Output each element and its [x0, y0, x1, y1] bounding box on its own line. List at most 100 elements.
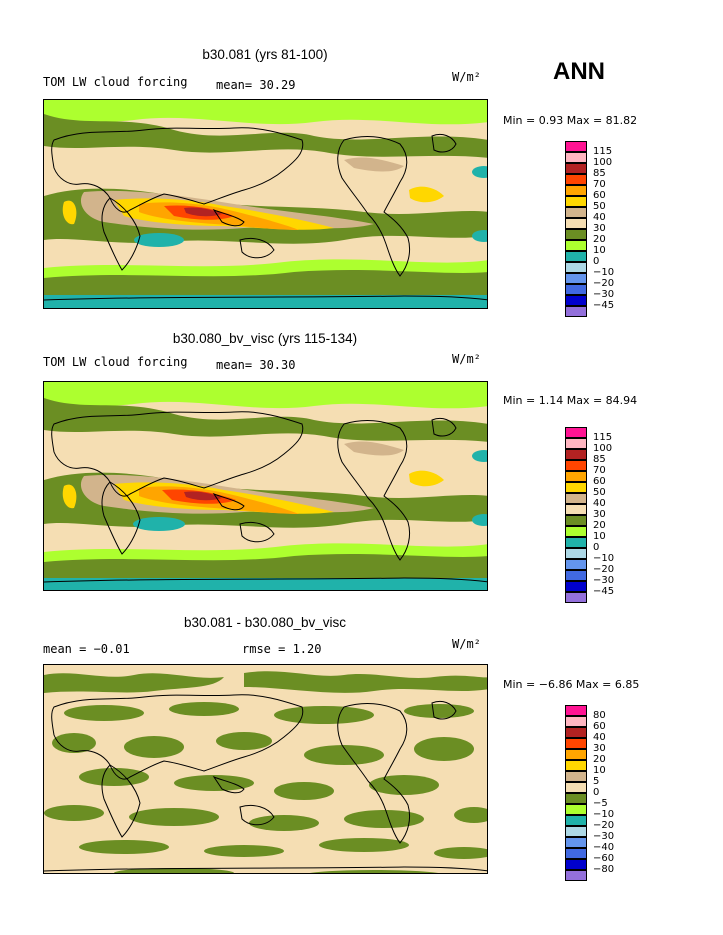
colorbar-label: 40	[593, 498, 606, 509]
colorbar-swatch	[565, 815, 587, 826]
colorbar-swatch	[565, 449, 587, 460]
colorbar-swatch	[565, 306, 587, 317]
colorbar-label: 70	[593, 465, 606, 476]
colorbar-swatch	[565, 771, 587, 782]
panel-2-minmax: Min = 1.14 Max = 84.94	[503, 394, 638, 407]
colorbar-label: 0	[593, 542, 600, 553]
panel-2-title: b30.080_bv_visc (yrs 115-134)	[172, 331, 358, 346]
colorbar-swatch	[565, 738, 587, 749]
season-label: ANN	[553, 58, 605, 85]
panel-1-minmax: Min = 0.93 Max = 81.82	[503, 114, 638, 127]
panel-1-mean: mean= 30.29	[216, 78, 296, 92]
colorbar-swatch	[565, 526, 587, 537]
colorbar-label: −10	[593, 553, 615, 564]
colorbar-swatch	[565, 793, 587, 804]
colorbar-label: −60	[593, 853, 615, 864]
panel-1-variable: TOM LW cloud forcing	[43, 75, 188, 89]
colorbar-swatch	[565, 749, 587, 760]
colorbar-label: 10	[593, 245, 606, 256]
colorbar-label: 115	[593, 432, 613, 443]
colorbar-swatch	[565, 438, 587, 449]
colorbar-label: −45	[593, 586, 615, 597]
colorbar-label: 20	[593, 520, 606, 531]
panel-2-mean: mean= 30.30	[216, 358, 296, 372]
colorbar-swatch	[565, 152, 587, 163]
colorbar-swatch	[565, 782, 587, 793]
colorbar-swatch	[565, 251, 587, 262]
panel-3-rmse: rmse = 1.20	[242, 642, 322, 656]
colorbar-label: 85	[593, 168, 606, 179]
colorbar-label: 10	[593, 531, 606, 542]
colorbar-label: 60	[593, 721, 606, 732]
colorbar-label: 10	[593, 765, 606, 776]
panel-3-map	[43, 664, 488, 874]
colorbar-swatch	[565, 185, 587, 196]
colorbar-swatch	[565, 141, 587, 152]
colorbar-swatch	[565, 859, 587, 870]
colorbar-label: −45	[593, 300, 615, 311]
colorbar-swatch	[565, 826, 587, 837]
colorbar-swatch	[565, 760, 587, 771]
colorbar-swatch	[565, 471, 587, 482]
colorbar-swatch	[565, 163, 587, 174]
colorbar-label: 80	[593, 710, 606, 721]
colorbar-label: 60	[593, 476, 606, 487]
colorbar-label: 40	[593, 732, 606, 743]
colorbar-swatch	[565, 504, 587, 515]
colorbar-swatch	[565, 727, 587, 738]
colorbar-label: 100	[593, 443, 613, 454]
colorbar-label: −30	[593, 831, 615, 842]
colorbar-label: −20	[593, 564, 615, 575]
colorbar-label: 60	[593, 190, 606, 201]
colorbar-label: −40	[593, 842, 615, 853]
colorbar-swatch	[565, 218, 587, 229]
colorbar-swatch	[565, 705, 587, 716]
panel-1-title: b30.081 (yrs 81-100)	[202, 47, 328, 62]
colorbar-label: 5	[593, 776, 600, 787]
colorbar-swatch	[565, 427, 587, 438]
colorbar-swatch	[565, 570, 587, 581]
colorbar-label: −30	[593, 575, 615, 586]
colorbar-swatch	[565, 207, 587, 218]
colorbar-swatch	[565, 848, 587, 859]
colorbar-swatch	[565, 240, 587, 251]
colorbar-label: −10	[593, 267, 615, 278]
colorbar-label: 40	[593, 212, 606, 223]
colorbar-swatch	[565, 295, 587, 306]
colorbar-swatch	[565, 592, 587, 603]
colorbar-label: 30	[593, 223, 606, 234]
colorbar-label: 100	[593, 157, 613, 168]
colorbar-swatch	[565, 493, 587, 504]
colorbar-swatch	[565, 482, 587, 493]
panel-2-variable: TOM LW cloud forcing	[43, 355, 188, 369]
colorbar-label: 30	[593, 743, 606, 754]
panel-2-units: W/m²	[452, 352, 481, 366]
colorbar-swatch	[565, 837, 587, 848]
colorbar-swatch	[565, 559, 587, 570]
panel-3-units: W/m²	[452, 637, 481, 651]
colorbar-label: −5	[593, 798, 608, 809]
colorbar-swatch	[565, 460, 587, 471]
colorbar-label: −30	[593, 289, 615, 300]
panel-2-map	[43, 381, 488, 591]
colorbar-label: 30	[593, 509, 606, 520]
colorbar-label: −80	[593, 864, 615, 875]
colorbar-swatch	[565, 537, 587, 548]
colorbar-swatch	[565, 716, 587, 727]
colorbar-label: 50	[593, 201, 606, 212]
colorbar-label: 50	[593, 487, 606, 498]
colorbar-label: 85	[593, 454, 606, 465]
panel-3-mean: mean = −0.01	[43, 642, 130, 656]
colorbar-swatch	[565, 804, 587, 815]
colorbar-label: −10	[593, 809, 615, 820]
colorbar-swatch	[565, 548, 587, 559]
colorbar-swatch	[565, 262, 587, 273]
panel-1-map	[43, 99, 488, 309]
colorbar-swatch	[565, 229, 587, 240]
colorbar-swatch	[565, 273, 587, 284]
colorbar-swatch	[565, 870, 587, 881]
panel-1-units: W/m²	[452, 70, 481, 84]
colorbar-label: 115	[593, 146, 613, 157]
panel-3-minmax: Min = −6.86 Max = 6.85	[503, 678, 640, 691]
colorbar-label: 20	[593, 754, 606, 765]
